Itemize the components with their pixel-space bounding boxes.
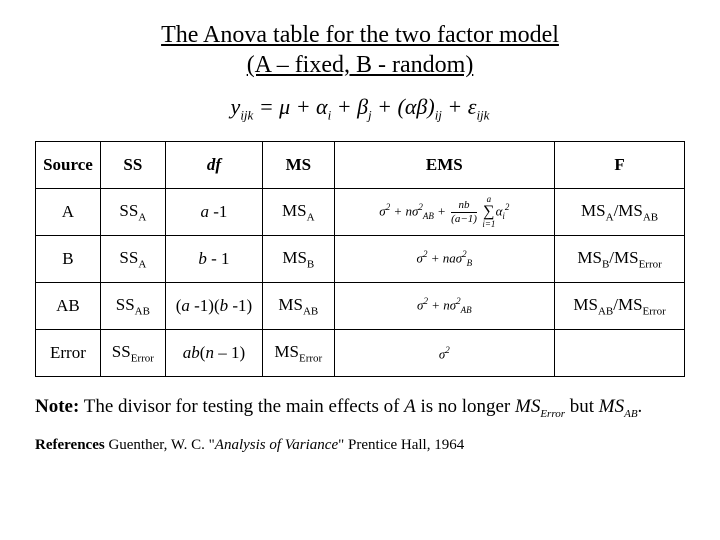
cell-ss: SSA — [100, 236, 165, 283]
th-df: df — [165, 142, 262, 189]
title-line1: The Anova table for the two factor model — [161, 22, 559, 48]
cell-ms: MSA — [263, 189, 334, 236]
page-title: The Anova table for the two factor model… — [35, 20, 685, 80]
th-ems: EMS — [334, 142, 555, 189]
cell-df: ab(n – 1) — [165, 330, 262, 377]
cell-source: B — [36, 236, 101, 283]
table-row: B SSA b - 1 MSB σ2 + naσ2B MSB/MSError — [36, 236, 685, 283]
cell-source: Error — [36, 330, 101, 377]
cell-df: (a -1)(b -1) — [165, 283, 262, 330]
cell-ms: MSB — [263, 236, 334, 283]
th-f: F — [555, 142, 685, 189]
cell-ss: SSError — [100, 330, 165, 377]
cell-ems: σ2 + nσ2AB — [334, 283, 555, 330]
cell-df: b - 1 — [165, 236, 262, 283]
th-source: Source — [36, 142, 101, 189]
cell-ems: σ2 — [334, 330, 555, 377]
cell-f: MSA/MSAB — [555, 189, 685, 236]
cell-f: MSB/MSError — [555, 236, 685, 283]
table-header-row: Source SS df MS EMS F — [36, 142, 685, 189]
cell-source: AB — [36, 283, 101, 330]
title-line2: (A – fixed, B - random) — [247, 52, 474, 78]
table-row: AB SSAB (a -1)(b -1) MSAB σ2 + nσ2AB MSA… — [36, 283, 685, 330]
th-ss: SS — [100, 142, 165, 189]
cell-ems: σ2 + naσ2B — [334, 236, 555, 283]
model-equation: yijk = μ + αi + βj + (αβ)ij + εijk — [35, 94, 685, 123]
anova-table: Source SS df MS EMS F A SSA a -1 MSA σ2 … — [35, 141, 685, 377]
references: References Guenther, W. C. "Analysis of … — [35, 437, 685, 454]
th-ms: MS — [263, 142, 334, 189]
cell-ss: SSA — [100, 189, 165, 236]
cell-ss: SSAB — [100, 283, 165, 330]
cell-source: A — [36, 189, 101, 236]
table-row: Error SSError ab(n – 1) MSError σ2 — [36, 330, 685, 377]
cell-f — [555, 330, 685, 377]
cell-df: a -1 — [165, 189, 262, 236]
cell-ms: MSError — [263, 330, 334, 377]
note-text: Note: The divisor for testing the main e… — [35, 395, 685, 421]
cell-f: MSAB/MSError — [555, 283, 685, 330]
cell-ems: σ2 + nσ2AB + nb(a−1) a∑i=1αi2 — [334, 189, 555, 236]
cell-ms: MSAB — [263, 283, 334, 330]
table-row: A SSA a -1 MSA σ2 + nσ2AB + nb(a−1) a∑i=… — [36, 189, 685, 236]
